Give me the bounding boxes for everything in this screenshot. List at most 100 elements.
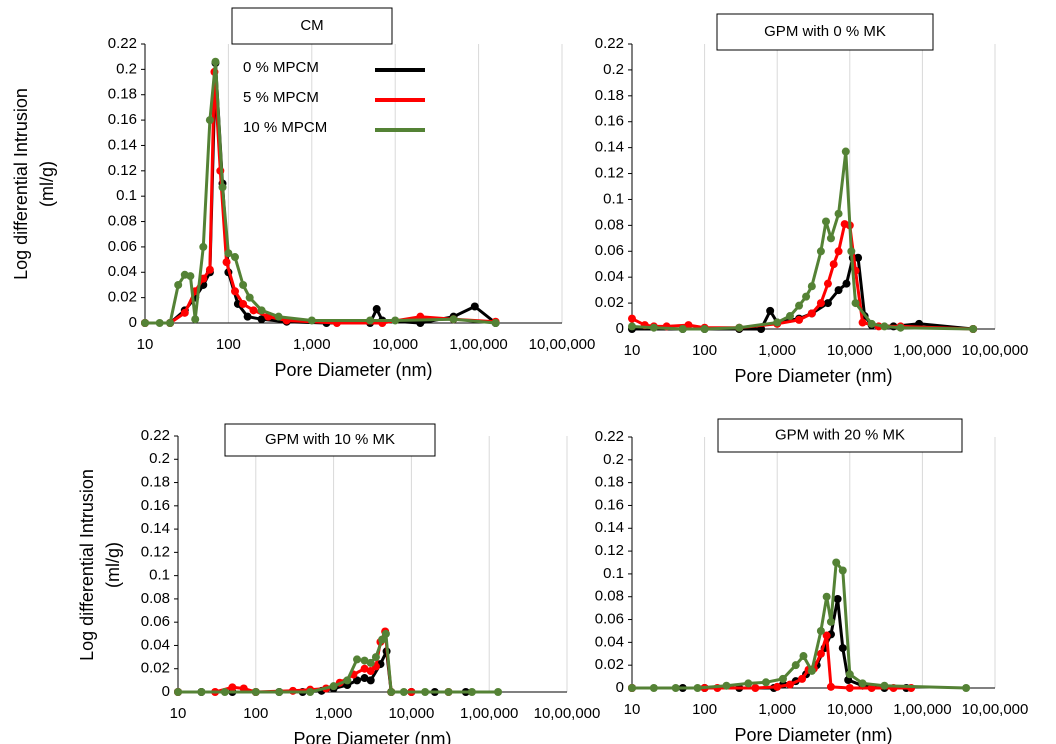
y-tick-label: 0.04 bbox=[141, 636, 170, 653]
y-tick-label: 0.22 bbox=[108, 35, 137, 52]
legend-label: 5 % MPCM bbox=[243, 89, 319, 106]
x-tick-label: 1,000 bbox=[758, 342, 796, 359]
data-point bbox=[449, 315, 458, 324]
data-point bbox=[180, 308, 189, 317]
series-line bbox=[178, 649, 466, 694]
data-point bbox=[838, 644, 847, 653]
data-point bbox=[829, 260, 838, 269]
y-tick-label: 0.08 bbox=[108, 213, 137, 230]
x-tick-label: 10 bbox=[624, 342, 641, 359]
data-point bbox=[251, 688, 260, 696]
series bbox=[628, 147, 978, 333]
y-tick-label: 0.08 bbox=[141, 590, 170, 607]
x-tick-label: 10,00,000 bbox=[529, 336, 596, 353]
y-tick-label: 0.1 bbox=[603, 565, 624, 582]
data-point bbox=[807, 666, 816, 675]
data-point bbox=[218, 183, 227, 192]
y-tick-label: 0.14 bbox=[595, 139, 624, 156]
y-tick-label: 0.1 bbox=[603, 190, 624, 207]
data-point bbox=[761, 678, 770, 687]
data-point bbox=[842, 279, 851, 288]
data-point bbox=[353, 676, 362, 685]
data-point bbox=[329, 682, 338, 691]
data-point bbox=[858, 318, 867, 327]
data-point bbox=[174, 688, 182, 696]
y-tick-label: 0.14 bbox=[108, 136, 137, 153]
data-point bbox=[211, 57, 220, 66]
data-point bbox=[199, 242, 208, 251]
data-point bbox=[845, 684, 854, 692]
x-tick-label: 100 bbox=[243, 705, 268, 722]
x-tick-label: 10 bbox=[624, 701, 641, 718]
title-box bbox=[224, 423, 436, 457]
x-axis-title: Pore Diameter (nm) bbox=[734, 725, 892, 744]
data-point bbox=[275, 688, 284, 696]
y-tick-label: 0.18 bbox=[141, 474, 170, 491]
data-point bbox=[684, 321, 693, 330]
data-point bbox=[678, 325, 687, 333]
data-point bbox=[823, 279, 832, 288]
legend-label: 10 % MPCM bbox=[243, 119, 327, 136]
data-point bbox=[307, 316, 316, 325]
y-tick-label: 0.1 bbox=[116, 187, 137, 204]
data-point bbox=[822, 592, 831, 601]
data-point bbox=[816, 626, 825, 635]
y-tick-label: 0.16 bbox=[108, 111, 137, 128]
data-point bbox=[845, 670, 854, 679]
data-point bbox=[205, 265, 214, 274]
data-point bbox=[366, 667, 375, 676]
x-tick-label: 10,000 bbox=[372, 336, 418, 353]
y-tick-label: 0.12 bbox=[108, 162, 137, 179]
series bbox=[628, 558, 971, 692]
data-point bbox=[628, 322, 636, 331]
data-point bbox=[239, 280, 248, 289]
data-point bbox=[822, 631, 831, 640]
y-axis-title: Log differential Intrusion bbox=[11, 88, 31, 280]
y-tick-label: 0 bbox=[616, 679, 624, 696]
y-tick-label: 0.02 bbox=[595, 656, 624, 673]
panel-title: GPM with 0 % MK bbox=[764, 23, 886, 40]
x-axis-title: Pore Diameter (nm) bbox=[734, 366, 892, 386]
data-point bbox=[798, 674, 807, 683]
data-point bbox=[391, 316, 400, 325]
series bbox=[174, 627, 453, 696]
x-tick-label: 10 bbox=[137, 336, 154, 353]
data-point bbox=[773, 682, 782, 691]
series-line bbox=[145, 61, 497, 325]
data-point bbox=[826, 682, 835, 691]
data-point bbox=[821, 217, 830, 226]
x-tick-label: 10 bbox=[170, 705, 187, 722]
y-tick-label: 0.06 bbox=[108, 238, 137, 255]
data-point bbox=[858, 679, 867, 688]
data-point bbox=[306, 688, 315, 696]
data-point bbox=[834, 209, 843, 218]
data-point bbox=[841, 147, 850, 156]
data-point bbox=[826, 617, 835, 626]
data-point bbox=[222, 258, 231, 267]
data-point bbox=[378, 635, 387, 644]
x-tick-label: 10,000 bbox=[388, 705, 434, 722]
data-point bbox=[744, 679, 753, 688]
data-point bbox=[155, 319, 164, 327]
y-tick-label: 0 bbox=[162, 683, 170, 700]
data-point bbox=[220, 688, 229, 696]
data-point bbox=[816, 649, 825, 658]
y-tick-label: 0.02 bbox=[108, 289, 137, 306]
series bbox=[141, 67, 500, 327]
y-tick-label: 0.12 bbox=[595, 165, 624, 182]
y-tick-label: 0.06 bbox=[595, 611, 624, 628]
y-tick-label: 0.2 bbox=[603, 61, 624, 78]
data-point bbox=[494, 688, 503, 696]
data-point bbox=[191, 315, 200, 324]
x-tick-label: 10,00,000 bbox=[534, 705, 601, 722]
x-tick-label: 1,000 bbox=[758, 701, 796, 718]
legend-label: 0 % MPCM bbox=[243, 59, 319, 76]
x-tick-label: 1,00,000 bbox=[449, 336, 507, 353]
data-point bbox=[372, 305, 381, 314]
data-point bbox=[649, 323, 658, 332]
y-axis-title: (ml/g) bbox=[37, 161, 57, 207]
data-point bbox=[838, 566, 847, 575]
data-point bbox=[773, 318, 782, 327]
data-point bbox=[785, 680, 794, 689]
